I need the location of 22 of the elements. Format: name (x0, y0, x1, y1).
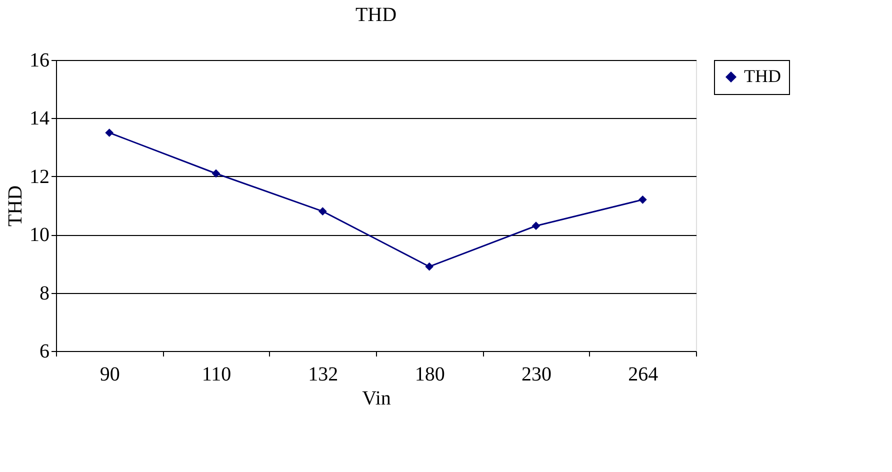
x-tick-label: 90 (100, 364, 120, 386)
y-tick-label: 16 (30, 50, 50, 72)
y-tick-label: 14 (30, 108, 50, 130)
point (105, 128, 114, 137)
x-tick-label: 110 (202, 364, 232, 386)
chart-title: THD (355, 4, 397, 26)
y-tick-label: 10 (30, 224, 50, 246)
x-tick-label: 230 (522, 364, 552, 386)
y-axis-title: THD (4, 185, 26, 227)
y-tick-label: 8 (40, 282, 50, 304)
x-tick-label: 264 (628, 364, 658, 386)
legend-label: THD (744, 66, 781, 86)
point (318, 207, 327, 216)
x-axis-title: Vin (362, 388, 391, 410)
y-tick-label: 6 (40, 340, 50, 362)
point (212, 169, 220, 178)
x-tick-label: 180 (414, 364, 445, 386)
point (638, 195, 647, 204)
point (532, 222, 540, 230)
y-tick-label: 12 (30, 166, 50, 188)
point (425, 262, 434, 271)
x-tick-label: 132 (308, 364, 338, 386)
